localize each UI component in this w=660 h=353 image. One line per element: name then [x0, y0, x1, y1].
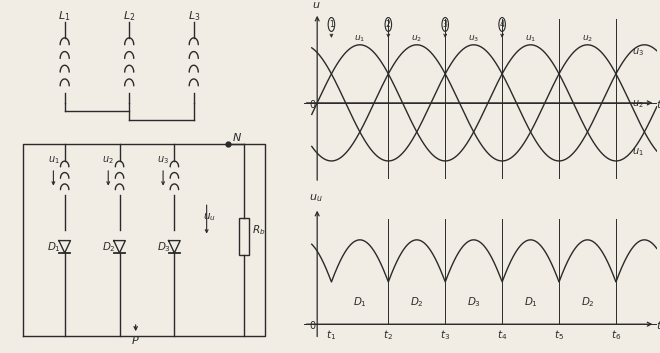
Bar	[239, 218, 249, 255]
Text: $t$: $t$	[656, 97, 660, 109]
Text: $u_1$: $u_1$	[48, 155, 59, 166]
Text: $D_2$: $D_2$	[102, 240, 116, 254]
Text: 0: 0	[309, 321, 315, 331]
Text: $N$: $N$	[232, 131, 242, 143]
Text: $D_3$: $D_3$	[156, 240, 171, 254]
Text: $u_u$: $u_u$	[203, 211, 216, 223]
Text: 0: 0	[309, 100, 315, 109]
Text: $L_2$: $L_2$	[123, 9, 135, 23]
Text: $D_1$: $D_1$	[47, 240, 61, 254]
Text: $D_3$: $D_3$	[467, 295, 480, 310]
Text: $u$: $u$	[312, 0, 320, 10]
Text: 2: 2	[386, 20, 391, 29]
Text: $u_2$: $u_2$	[102, 155, 114, 166]
Text: $t_5$: $t_5$	[554, 329, 564, 342]
Text: $u_3$: $u_3$	[468, 34, 479, 44]
Text: $t_4$: $t_4$	[497, 329, 508, 342]
Text: $u_1$: $u_1$	[354, 34, 366, 44]
Text: $u_3$: $u_3$	[157, 155, 169, 166]
Text: $u_1$: $u_1$	[632, 146, 644, 158]
Text: $D_1$: $D_1$	[353, 295, 367, 310]
Text: $D_2$: $D_2$	[581, 295, 595, 310]
Text: $t$: $t$	[656, 319, 660, 331]
Text: $u_u$: $u_u$	[309, 193, 323, 204]
Text: 4: 4	[500, 20, 504, 29]
Text: $u_2$: $u_2$	[411, 34, 422, 44]
Text: $u_3$: $u_3$	[632, 46, 644, 58]
Text: $u_2$: $u_2$	[582, 34, 593, 44]
Text: $P$: $P$	[131, 334, 140, 346]
Text: $u_1$: $u_1$	[525, 34, 536, 44]
Text: $D_1$: $D_1$	[523, 295, 538, 310]
Text: $L_3$: $L_3$	[187, 9, 200, 23]
Text: $t_3$: $t_3$	[440, 329, 450, 342]
Text: $t_6$: $t_6$	[611, 329, 621, 342]
Text: $R_b$: $R_b$	[253, 223, 266, 237]
Text: 1: 1	[329, 20, 334, 29]
Text: $D_2$: $D_2$	[410, 295, 424, 310]
Text: $t_2$: $t_2$	[383, 329, 393, 342]
Text: 3: 3	[443, 20, 447, 29]
Text: $t_1$: $t_1$	[327, 329, 337, 342]
Text: $u_2$: $u_2$	[632, 98, 644, 110]
Text: $L_1$: $L_1$	[59, 9, 71, 23]
